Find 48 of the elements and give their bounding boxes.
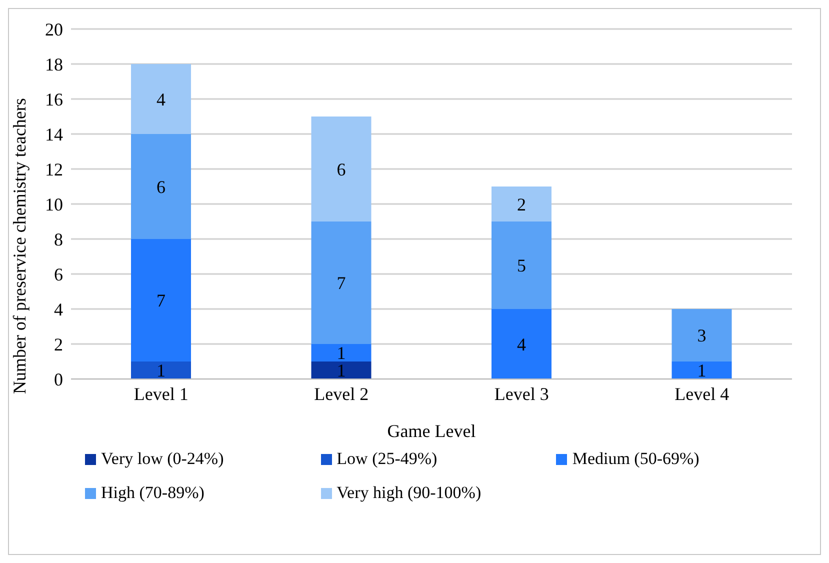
bar [311,116,372,222]
x-tick-label: Level 3 [494,384,549,404]
legend-label: Very high (90-100%) [336,483,482,503]
bar [311,362,372,379]
bar [131,362,191,379]
bar [492,186,552,222]
legend-label: Very low (0-24%) [101,449,224,469]
data-label: 6 [336,159,346,180]
data-label: 7 [336,273,346,294]
x-tick-label: Level 1 [134,384,188,404]
data-label: 1 [697,360,706,381]
data-label: 4 [156,89,166,110]
bar [492,222,552,309]
data-label: 1 [156,360,166,381]
y-tick-label: 2 [54,334,63,354]
data-label: 2 [517,194,526,214]
x-tick-label: Level 2 [314,384,369,404]
y-tick-label: 0 [54,369,63,390]
bar [131,239,191,362]
y-tick-label: 18 [45,54,63,74]
bar [131,64,191,134]
data-label: 5 [517,256,526,276]
x-axis-title: Game Level [387,421,476,441]
bar [131,134,191,239]
x-tick-label: Level 4 [674,384,730,404]
y-tick-label: 10 [45,194,63,214]
bar [672,362,732,379]
bar [311,344,372,362]
y-tick-label: 4 [54,299,63,320]
y-tick-label: 12 [45,159,63,180]
data-label: 1 [336,360,346,381]
legend-label: Medium (50-69%) [572,449,700,469]
bar [492,309,552,379]
y-axis-title: Number of preservice chemistry teachers [9,98,30,394]
data-label: 6 [156,176,166,197]
bar [672,309,732,362]
data-label: 3 [697,326,706,346]
legend-label: Low (25-49%) [336,449,438,469]
y-tick-label: 16 [45,89,63,110]
y-tick-label: 20 [45,19,63,40]
data-label: 1 [336,343,346,364]
legend-label: High (70-89%) [101,483,204,503]
data-label: 4 [517,334,526,354]
y-tick-label: 6 [54,264,63,284]
bar [311,222,372,344]
data-label: 7 [156,290,166,311]
y-tick-label: 14 [45,124,63,144]
y-tick-label: 8 [54,229,63,250]
